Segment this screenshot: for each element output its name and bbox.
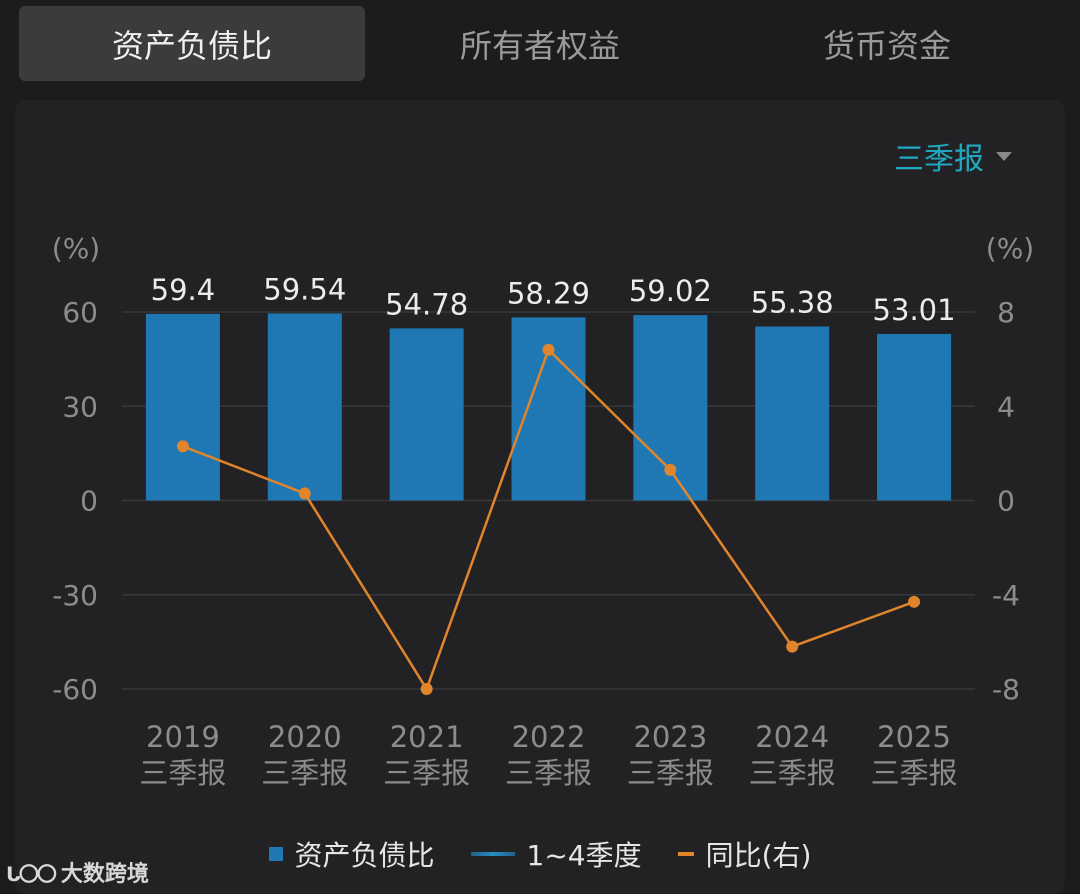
x-tick-period: 三季报 bbox=[749, 756, 836, 790]
bar-swatch-icon bbox=[268, 847, 283, 861]
left-axis-unit: (%) bbox=[52, 232, 100, 265]
tab-debt-ratio[interactable]: 资产负债比 bbox=[19, 6, 365, 81]
bar-2025 bbox=[877, 333, 952, 501]
left-tick-label: 60 bbox=[62, 296, 98, 329]
x-tick-year: 2024 bbox=[755, 720, 829, 754]
tab-bar: 资产负债比 所有者权益 货币资金 bbox=[0, 0, 1080, 96]
yoy-point-2019 bbox=[176, 440, 189, 453]
legend-item-yoy[interactable]: 同比(右) bbox=[677, 834, 812, 874]
brand-logo-icon: ᒐ〇〇 bbox=[6, 861, 57, 886]
bar-value-label: 59.54 bbox=[263, 272, 346, 306]
x-tick-period: 三季报 bbox=[871, 756, 958, 790]
tab-owners-equity[interactable]: 所有者权益 bbox=[459, 26, 620, 65]
right-axis-unit: (%) bbox=[986, 232, 1034, 265]
bar-2020 bbox=[267, 313, 342, 501]
right-tick-label: 4 bbox=[997, 390, 1015, 423]
legend: 资产负债比 1~4季度 同比(右) bbox=[0, 832, 1080, 876]
tab-cash[interactable]: 货币资金 bbox=[822, 26, 951, 65]
caret-down-icon bbox=[996, 151, 1012, 161]
legend-yoy-label: 同比(右) bbox=[705, 839, 812, 872]
right-tick-label: -8 bbox=[992, 673, 1020, 706]
bar-value-label: 59.4 bbox=[151, 273, 216, 307]
x-tick-period: 三季报 bbox=[261, 756, 348, 790]
yoy-point-2025 bbox=[908, 595, 921, 608]
x-tick-year: 2022 bbox=[512, 720, 586, 754]
bar-value-label: 55.38 bbox=[751, 286, 834, 320]
x-tick-year: 2025 bbox=[877, 720, 951, 754]
left-tick-label: 0 bbox=[80, 485, 98, 518]
legend-quarters-label: 1~4季度 bbox=[526, 839, 642, 872]
bar-2019 bbox=[145, 313, 220, 501]
left-tick-label: 30 bbox=[62, 390, 98, 423]
x-tick-year: 2020 bbox=[268, 720, 342, 754]
legend-item-quarters[interactable]: 1~4季度 bbox=[470, 834, 642, 874]
period-selector-label: 三季报 bbox=[894, 142, 984, 177]
x-tick-period: 三季报 bbox=[505, 756, 592, 790]
legend-bar-label: 资产负债比 bbox=[294, 839, 435, 872]
bar-2021 bbox=[389, 328, 464, 501]
legend-item-bar[interactable]: 资产负债比 bbox=[268, 834, 435, 874]
left-tick-label: -30 bbox=[52, 579, 98, 612]
yoy-point-2022 bbox=[542, 343, 555, 356]
bar-value-label: 58.29 bbox=[507, 276, 590, 310]
yoy-point-2023 bbox=[664, 463, 677, 476]
right-tick-label: -4 bbox=[992, 579, 1020, 612]
bar-value-label: 53.01 bbox=[873, 293, 956, 327]
period-selector[interactable]: 三季报 bbox=[894, 134, 1012, 178]
x-tick-year: 2023 bbox=[633, 720, 707, 754]
bar-value-label: 54.78 bbox=[385, 287, 468, 321]
right-tick-label: 0 bbox=[997, 485, 1015, 518]
yoy-point-2020 bbox=[298, 487, 311, 500]
bar-value-label: 59.02 bbox=[629, 274, 712, 308]
yoy-point-2021 bbox=[420, 683, 433, 695]
line-swatch-icon bbox=[470, 852, 515, 856]
bar-2024 bbox=[755, 326, 830, 501]
x-tick-year: 2021 bbox=[390, 720, 464, 754]
left-tick-label: -60 bbox=[52, 673, 98, 706]
x-tick-period: 三季报 bbox=[139, 756, 226, 790]
x-tick-year: 2019 bbox=[146, 720, 220, 754]
watermark-text: 大数跨境 bbox=[60, 862, 149, 887]
right-tick-label: 8 bbox=[997, 296, 1015, 329]
dash-swatch-icon bbox=[677, 852, 694, 856]
watermark: ᒐ〇〇 大数跨境 bbox=[6, 856, 149, 888]
yoy-point-2024 bbox=[786, 640, 799, 653]
x-tick-period: 三季报 bbox=[627, 756, 714, 790]
x-tick-period: 三季报 bbox=[383, 756, 470, 790]
